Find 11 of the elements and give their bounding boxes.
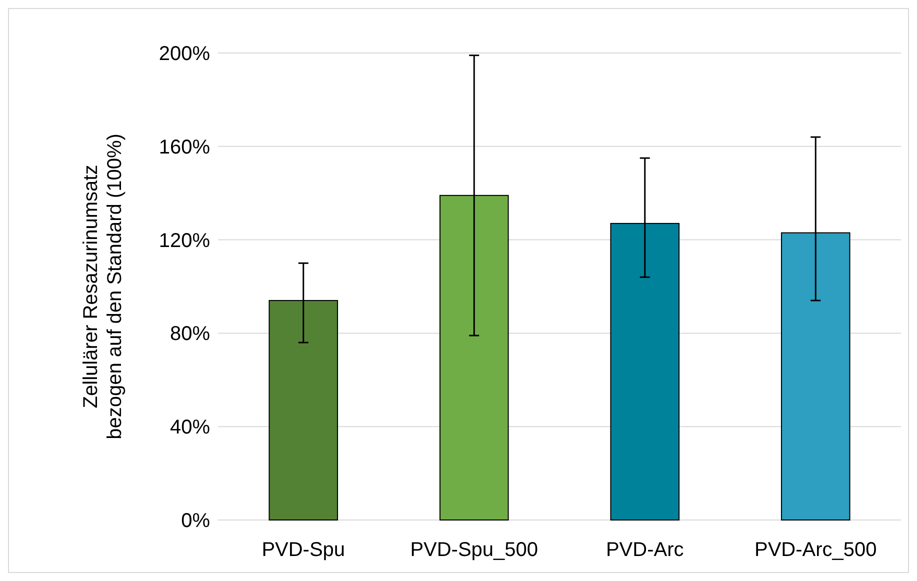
y-tick-label: 80% bbox=[170, 323, 210, 346]
x-tick-label: PVD-Arc_500 bbox=[754, 539, 877, 561]
y-tick-label: 160% bbox=[158, 136, 210, 158]
y-tick-label: 40% bbox=[170, 416, 210, 439]
y-tick-label: 200% bbox=[158, 43, 210, 65]
y-axis-title: Zellulärer Resazurinumsatz bezogen auf den Standard (100%) bbox=[80, 134, 126, 440]
x-tick-label: PVD-Spu_500 bbox=[410, 539, 538, 561]
y-tick-label: 0% bbox=[181, 510, 210, 532]
y-tick-label: 120% bbox=[158, 230, 210, 252]
x-tick-label: PVD-Spu bbox=[262, 539, 346, 561]
x-tick-label: PVD-Arc bbox=[606, 539, 684, 561]
